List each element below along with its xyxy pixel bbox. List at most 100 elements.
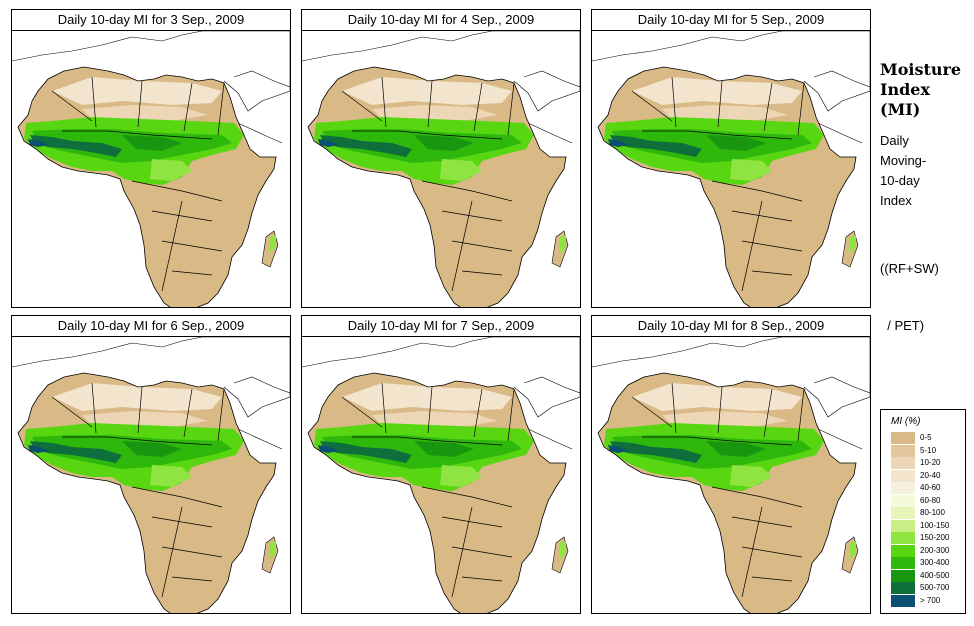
legend-swatch: [891, 594, 915, 607]
europe-coastline: [592, 31, 870, 112]
europe-coastline: [592, 337, 870, 418]
rain-belt-peak: [318, 445, 338, 453]
mi-legend: MI (%) 0-5 5-10 10-20 20-40 40-60 60-80 80-100…: [880, 409, 966, 614]
legend-label: 500-700: [920, 583, 950, 592]
map-area: [591, 30, 871, 308]
madagascar-wet-zone: [270, 235, 276, 253]
legend-label: 80-100: [920, 508, 945, 517]
map-area: [11, 336, 291, 614]
country-borders: [631, 76, 805, 292]
congo-zone: [440, 465, 482, 487]
africa-coastline: [17, 372, 277, 613]
middle-east-border: [523, 376, 580, 450]
africa-map: [12, 337, 290, 613]
rain-belt-peak: [608, 445, 628, 453]
middle-east-border: [233, 376, 290, 450]
sahara-zone: [52, 77, 222, 105]
map-panel-sep-4: Daily 10-day MI for 4 Sep., 2009: [301, 9, 581, 308]
central-wet-zone: [706, 441, 766, 457]
middle-east-border: [813, 376, 870, 450]
legend-title: MI (%): [891, 416, 921, 427]
africa-map: [592, 31, 870, 307]
congo-zone: [730, 465, 772, 487]
rain-belt-peak: [28, 445, 48, 453]
desc-line: Index: [880, 193, 912, 208]
formula-line: ((RF+SW): [880, 261, 939, 276]
central-wet-zone: [706, 135, 766, 151]
legend-swatch: [891, 557, 915, 569]
legend-swatch: [891, 519, 915, 532]
madagascar-wet-zone: [850, 235, 856, 253]
europe-coastline: [12, 31, 290, 112]
title-line: Index: [880, 80, 931, 99]
africa-coastline: [307, 66, 567, 307]
panel-title: Daily 10-day MI for 5 Sep., 2009: [591, 9, 871, 31]
legend-swatch: [891, 469, 915, 482]
country-borders: [51, 382, 225, 598]
sahara-zone: [342, 77, 512, 105]
panel-title: Daily 10-day MI for 6 Sep., 2009: [11, 315, 291, 337]
africa-coastline: [17, 66, 277, 307]
africa-map: [12, 31, 290, 307]
congo-zone: [730, 159, 772, 181]
map-panel-sep-7: Daily 10-day MI for 7 Sep., 2009: [301, 315, 581, 614]
rain-belt-core: [320, 441, 412, 463]
desc-line: Daily: [880, 133, 909, 148]
title-line: Moisture: [880, 60, 962, 79]
congo-zone: [440, 159, 482, 181]
desc-line: Moving-: [880, 153, 927, 168]
map-area: [301, 30, 581, 308]
congo-zone: [150, 465, 192, 487]
map-area: [591, 336, 871, 614]
country-borders: [341, 382, 515, 598]
rain-belt-inner: [32, 435, 232, 469]
rain-belt-peak: [28, 139, 48, 147]
rain-belt-core: [610, 135, 702, 157]
legend-label: > 700: [920, 595, 941, 605]
africa-coastline: [597, 372, 857, 613]
rain-belt-inner: [612, 129, 812, 163]
legend-label: 10-20: [920, 458, 941, 467]
africa-coastline: [597, 66, 857, 307]
title-line: (MI): [880, 100, 921, 119]
central-wet-zone: [414, 135, 474, 151]
legend-label: 200-300: [920, 545, 950, 555]
legend-label: 40-60: [920, 483, 941, 492]
sahara-zone: [632, 383, 802, 411]
legend-label: 20-40: [920, 470, 941, 480]
legend-swatch: [891, 544, 915, 557]
formula-line: / PET): [880, 318, 925, 333]
sahara-zone: [342, 383, 512, 411]
country-borders: [341, 76, 515, 292]
legend-swatch: [891, 494, 915, 507]
panel-title: Daily 10-day MI for 4 Sep., 2009: [301, 9, 581, 31]
rain-belt-core: [320, 135, 412, 157]
map-panel-sep-3: Daily 10-day MI for 3 Sep., 2009: [11, 9, 291, 308]
panel-title: Daily 10-day MI for 8 Sep., 2009: [591, 315, 871, 337]
madagascar-wet-zone: [560, 235, 566, 253]
congo-zone: [150, 159, 192, 181]
rain-belt-inner: [322, 435, 522, 469]
rain-belt-core: [30, 135, 122, 157]
legend-label: 400-500: [920, 570, 950, 580]
legend-swatch: [891, 582, 915, 594]
moisture-index-title: Moisture Index (MI): [880, 60, 961, 120]
legend-label: 300-400: [920, 558, 950, 567]
madagascar-wet-zone: [560, 541, 566, 559]
map-panel-sep-6: Daily 10-day MI for 6 Sep., 2009: [11, 315, 291, 614]
legend-label: 100-150: [920, 520, 950, 530]
middle-east-border: [233, 70, 290, 144]
legend-swatch: [891, 507, 915, 519]
central-wet-zone: [122, 441, 182, 457]
map-area: [11, 30, 291, 308]
rain-belt-core: [30, 441, 122, 463]
panel-title: Daily 10-day MI for 7 Sep., 2009: [301, 315, 581, 337]
africa-coastline: [307, 372, 567, 613]
sahara-zone: [52, 383, 222, 411]
rain-belt-inner: [32, 129, 232, 163]
map-panel-sep-8: Daily 10-day MI for 8 Sep., 2009: [591, 315, 871, 614]
europe-coastline: [302, 31, 580, 112]
middle-east-border: [523, 70, 580, 144]
legend-label: 150-200: [920, 533, 950, 542]
madagascar-wet-zone: [850, 541, 856, 559]
